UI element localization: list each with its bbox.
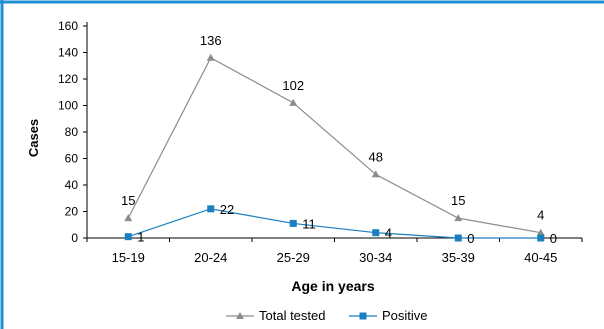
positive-data-label: 4 — [385, 226, 392, 241]
positive-data-label: 1 — [137, 230, 144, 245]
positive-point — [372, 229, 380, 237]
y-tick-label: 140 — [58, 46, 78, 60]
y-tick-label: 60 — [65, 152, 79, 166]
total-tested-data-label: 48 — [369, 149, 383, 164]
total-tested-data-label: 4 — [537, 208, 544, 223]
positive-data-label: 11 — [302, 216, 316, 231]
total-tested-point — [289, 98, 298, 106]
legend-positive-marker — [359, 312, 367, 320]
total-tested-point — [371, 170, 380, 178]
x-tick-label: 20-24 — [194, 250, 227, 265]
x-tick-label: 30-34 — [359, 250, 392, 265]
total-tested-point — [454, 214, 463, 222]
total-tested-data-label: 102 — [282, 78, 304, 93]
y-tick-label: 120 — [58, 72, 78, 86]
total-tested-point — [124, 214, 133, 222]
total-tested-point — [206, 53, 215, 61]
positive-data-label: 0 — [467, 231, 474, 246]
positive-point — [207, 205, 215, 213]
total-tested-data-label: 15 — [121, 193, 135, 208]
x-tick-label: 15-19 — [112, 250, 145, 265]
total-tested-point — [536, 228, 545, 236]
positive-line — [128, 208, 541, 239]
y-tick-label: 100 — [58, 99, 78, 113]
total-tested-data-label: 15 — [451, 193, 465, 208]
legend-total-tested-label: Total tested — [259, 308, 326, 323]
x-tick-label: 40-45 — [524, 250, 557, 265]
positive-data-label: 22 — [220, 202, 234, 217]
total-tested-line — [127, 56, 541, 234]
y-tick-label: 0 — [71, 231, 78, 245]
legend-total-tested-marker — [236, 312, 244, 319]
positive-point — [454, 234, 462, 242]
positive-point — [289, 219, 297, 227]
positive-point — [124, 233, 132, 241]
x-tick-label: 25-29 — [277, 250, 310, 265]
positive-data-label: 0 — [550, 231, 557, 246]
x-axis-label: Age in years — [291, 278, 374, 294]
y-tick-label: 20 — [65, 205, 79, 219]
x-tick-label: 35-39 — [442, 250, 475, 265]
y-tick-label: 40 — [65, 178, 79, 192]
y-axis-label: Cases — [26, 119, 41, 157]
legend: Total tested Positive — [226, 308, 428, 323]
total-tested-data-label: 136 — [200, 33, 222, 48]
y-tick-label: 160 — [58, 19, 78, 33]
legend-positive-label: Positive — [382, 308, 428, 323]
positive-point — [537, 234, 545, 242]
y-tick-label: 80 — [65, 125, 79, 139]
